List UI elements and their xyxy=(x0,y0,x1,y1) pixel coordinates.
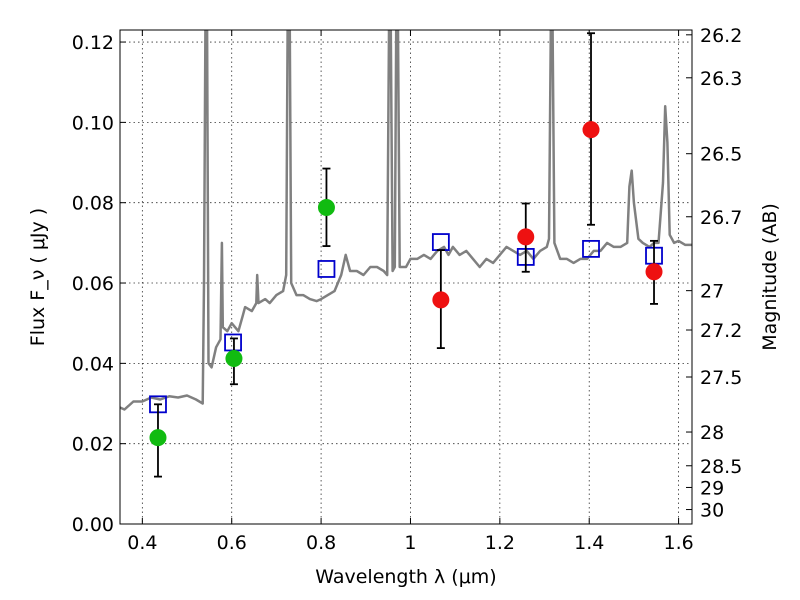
y-tick-label: 0.10 xyxy=(72,112,114,134)
photometry-point xyxy=(645,263,663,281)
x-tick-label: 1.2 xyxy=(485,532,515,554)
x-tick-label: 0.4 xyxy=(127,532,157,554)
photometry-point xyxy=(432,291,450,309)
y-tick-label: 0.12 xyxy=(72,32,114,54)
magnitude-tick-label: 27.5 xyxy=(700,367,742,389)
x-axis-label: Wavelength λ (μm) xyxy=(315,566,496,588)
y-tick-label: 0.02 xyxy=(72,434,114,456)
model-point-square xyxy=(582,239,600,258)
photometry-point xyxy=(149,429,167,447)
magnitude-tick-label: 28.5 xyxy=(700,456,742,478)
magnitude-tick-label: 26.2 xyxy=(700,25,742,47)
model-point-square xyxy=(317,260,336,278)
magnitude-tick-label: 26.7 xyxy=(700,207,742,229)
magnitude-axis-label: Magnitude (AB) xyxy=(759,203,781,351)
plot-background xyxy=(120,30,692,524)
y-tick-label: 0.00 xyxy=(72,514,114,536)
x-tick-label: 0.6 xyxy=(217,532,247,554)
photometry-point xyxy=(517,228,535,246)
photometry-point xyxy=(582,121,600,139)
magnitude-tick-label: 27 xyxy=(700,281,724,303)
magnitude-tick-label: 29 xyxy=(700,477,724,499)
magnitude-tick-label: 26.5 xyxy=(700,144,742,166)
plot-frame xyxy=(119,29,693,525)
photometry-point xyxy=(225,350,243,368)
y-tick-label: 0.04 xyxy=(72,353,114,375)
x-tick-label: 1 xyxy=(404,532,416,554)
magnitude-tick-label: 26.3 xyxy=(700,68,742,90)
y-axis: 0.00 0.02 0.04 0.06 0.08 0.10 0.12 xyxy=(72,32,126,536)
x-tick-label: 1.4 xyxy=(574,532,604,554)
y-tick-label: 0.08 xyxy=(72,193,114,215)
magnitude-tick-label: 30 xyxy=(700,500,724,522)
magnitude-tick-label: 27.2 xyxy=(700,320,742,342)
photometry-point xyxy=(317,199,335,217)
x-tick-label: 1.6 xyxy=(663,532,693,554)
x-axis: 0.4 0.6 0.8 1 1.2 1.4 1.6 xyxy=(127,30,694,554)
spectrum-line xyxy=(120,30,692,411)
x-tick-label: 0.8 xyxy=(306,532,336,554)
errorbar-layer xyxy=(149,32,663,478)
y-tick-label: 0.06 xyxy=(72,273,114,295)
magnitude-tick-label: 28 xyxy=(700,422,724,444)
y-axis-label: Flux F_ν ( μJy ) xyxy=(27,208,49,346)
